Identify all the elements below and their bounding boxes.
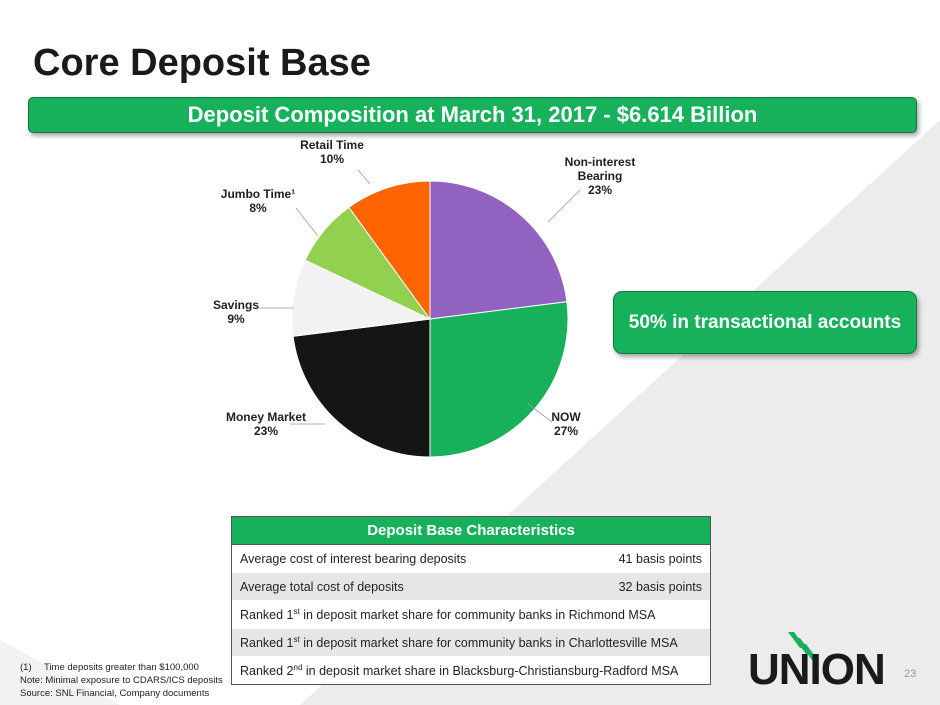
leader-line [527,403,553,423]
leader-line [547,189,581,223]
slice-label: Non-interest Bearing 23% [565,155,636,197]
page-number: 23 [904,668,917,680]
table-row: Average total cost of deposits 32 basis … [232,573,710,601]
footnote-source: Source: SNL Financial, Company documents [20,688,210,699]
row-label: Ranked 2nd in deposit market share in Bl… [240,662,679,679]
logo-text: UNION [748,645,886,694]
union-logo: UNION [748,630,888,694]
footnote-1: (1) Time deposits greater than $100,000 [20,662,199,673]
logo-mark-icon [788,632,818,660]
footnote-note: Note: Minimal exposure to CDARS/ICS depo… [20,675,223,686]
pie-slice [429,301,569,458]
slice-label: Jumbo Time¹ 8% [221,187,295,215]
slice-label: Money Market 23% [226,410,306,438]
slice-label: Retail Time 10% [300,138,364,166]
chart-title-banner: Deposit Composition at March 31, 2017 - … [28,97,917,133]
transactional-callout: 50% in transactional accounts [613,291,917,354]
table-row: Average cost of interest bearing deposit… [232,545,710,573]
table-row: Ranked 1st in deposit market share for c… [232,629,710,657]
row-value: 32 basis points [618,579,702,594]
table-row: Ranked 2nd in deposit market share in Bl… [232,657,710,684]
deposit-characteristics-table: Deposit Base Characteristics Average cos… [231,516,711,685]
row-label: Average total cost of deposits [240,579,404,594]
pie-slice [292,318,431,458]
slice-label: NOW 27% [551,410,581,438]
page-title: Core Deposit Base [33,42,371,84]
table-header: Deposit Base Characteristics [232,517,710,545]
pie-slice [429,180,568,320]
row-value: 41 basis points [618,551,702,566]
row-label: Ranked 1st in deposit market share for c… [240,634,678,651]
table-row: Ranked 1st in deposit market share for c… [232,601,710,629]
row-label: Ranked 1st in deposit market share for c… [240,606,656,623]
leader-line [295,207,319,237]
leader-line [357,169,371,185]
slice-label: Savings 9% [213,298,259,326]
pie-slice [348,180,431,321]
row-label: Average cost of interest bearing deposit… [240,551,467,566]
footnotes: (1) Time deposits greater than $100,000 N… [20,661,223,700]
